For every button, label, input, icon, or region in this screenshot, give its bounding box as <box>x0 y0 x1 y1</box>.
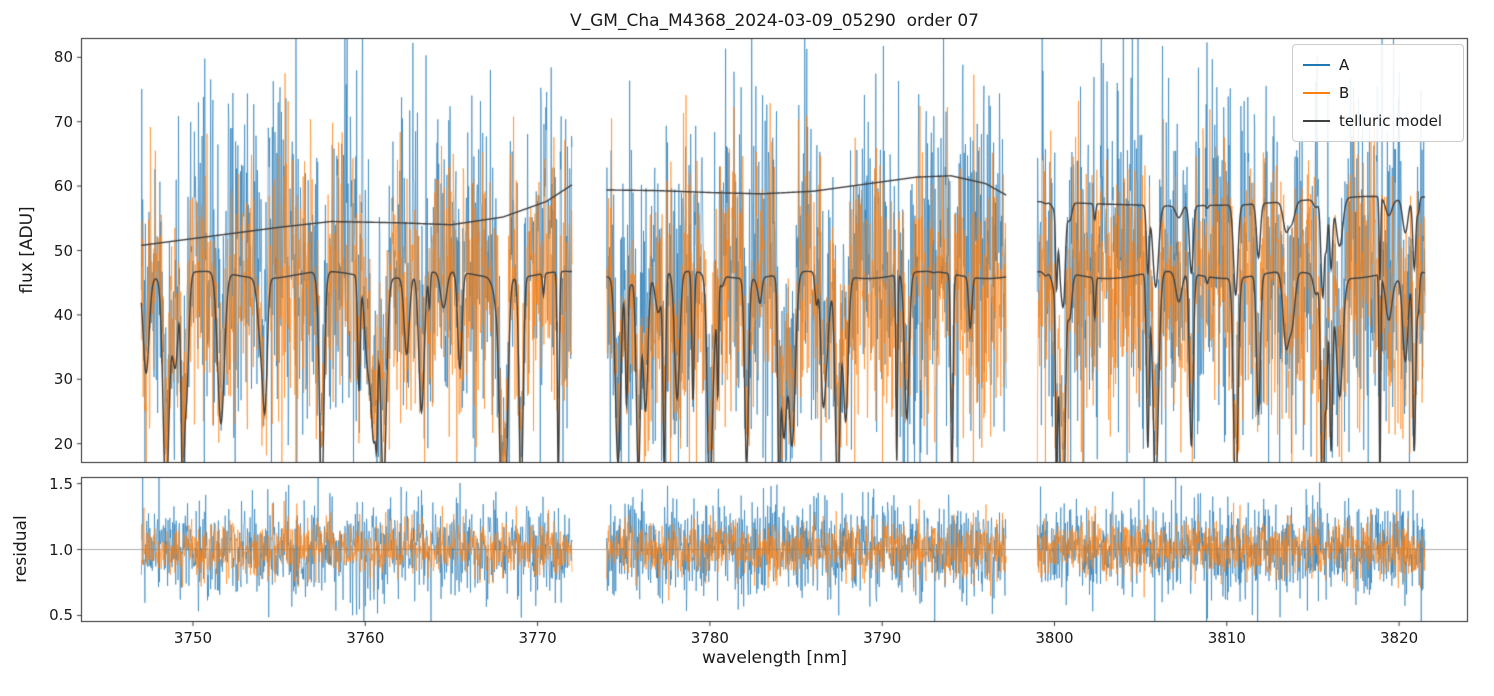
y-tick-label-flux: 50 <box>53 241 73 260</box>
x-tick-label: 3800 <box>1035 629 1074 647</box>
y-tick-label-residual: 1.5 <box>49 474 73 493</box>
legend-line-b-icon <box>1303 92 1330 94</box>
y-tick-label-flux: 30 <box>53 370 73 389</box>
legend-label-telluric: telluric model <box>1339 112 1443 130</box>
legend-line-telluric-icon <box>1303 120 1330 122</box>
x-tick-label: 3820 <box>1379 629 1419 647</box>
y-axis-label-residual: residual <box>11 515 31 583</box>
legend-item-a: A <box>1303 51 1453 79</box>
legend-label-a: A <box>1339 56 1350 74</box>
y-tick-label-flux: 70 <box>53 112 73 131</box>
legend-label-b: B <box>1339 84 1350 102</box>
y-tick-label-flux: 80 <box>53 48 73 67</box>
legend-item-telluric: telluric model <box>1303 107 1453 135</box>
y-tick-label-flux: 20 <box>53 434 73 453</box>
x-tick-label: 3810 <box>1207 629 1246 647</box>
x-axis-label: wavelength [nm] <box>701 648 848 668</box>
legend-item-b: B <box>1303 79 1453 107</box>
y-tick-label-residual: 1.0 <box>49 540 73 559</box>
x-tick-label: 3790 <box>863 629 902 647</box>
x-tick-label: 3770 <box>518 629 557 647</box>
y-axis-label-flux: flux [ADU] <box>17 206 37 294</box>
plot-title: V_GM_Cha_M4368_2024-03-09_05290 order 07 <box>569 11 979 31</box>
x-tick-label: 3760 <box>346 629 385 647</box>
x-tick-label: 3750 <box>173 629 213 647</box>
x-tick-label: 3780 <box>690 629 729 647</box>
y-tick-label-residual: 0.5 <box>49 606 73 625</box>
y-tick-label-flux: 40 <box>53 305 73 324</box>
legend-line-a-icon <box>1303 64 1330 66</box>
y-tick-label-flux: 60 <box>53 177 73 196</box>
legend: A B telluric model <box>1292 44 1464 142</box>
